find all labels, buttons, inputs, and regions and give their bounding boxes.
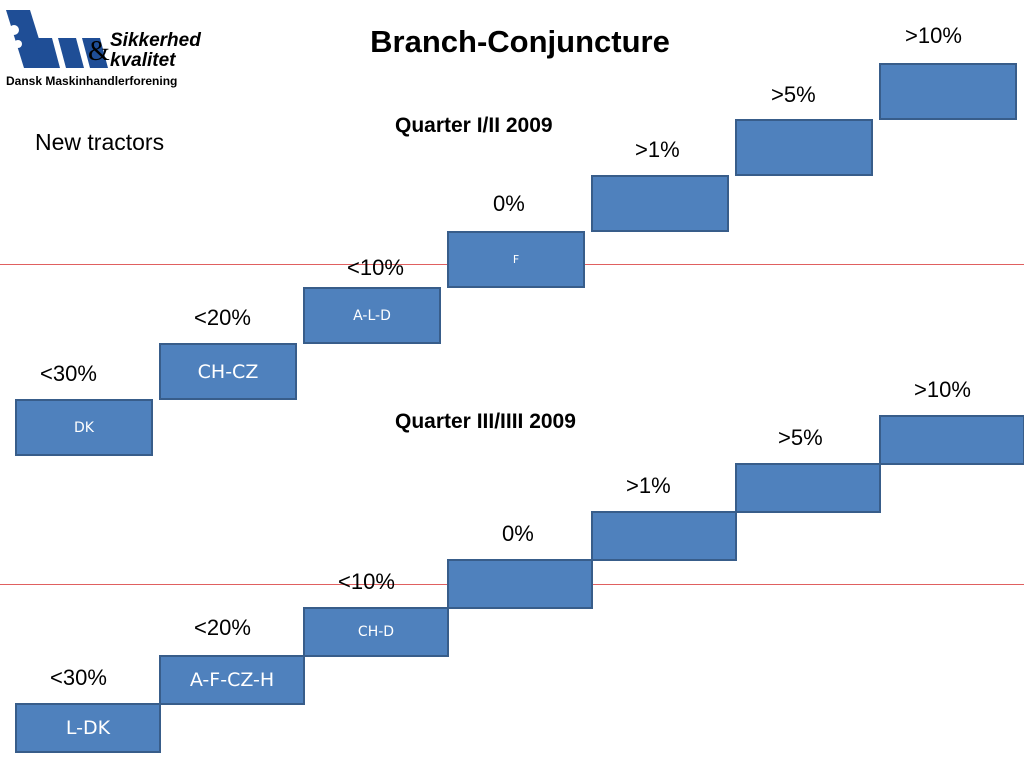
step-box-q1-5 [591,175,729,232]
step-threshold-q2-1: <30% [50,665,107,690]
step-threshold-q1-4: 0% [493,191,525,216]
logo: & Sikkerhed kvalitet Dansk Maskinhandler… [0,0,210,92]
step-countries: CH-D [357,624,395,640]
step-threshold-q1-5: >1% [635,137,680,162]
step-threshold-q2-6: >5% [778,425,823,450]
step-threshold-q2-5: >1% [626,473,671,498]
step-threshold-q1-7: >10% [905,23,962,48]
logo-line2: kvalitet [110,50,176,71]
step-box-q2-6 [735,463,881,513]
step-countries: F [512,253,520,266]
step-box-q2-2: A-F-CZ-H [159,655,305,705]
step-threshold-q1-3: <10% [347,255,404,280]
step-countries: A-F-CZ-H [189,669,275,691]
step-box-q2-3: CH-D [303,607,449,657]
step-box-q1-3: A-L-D [303,287,441,344]
step-threshold-q1-1: <30% [40,361,97,386]
quarter-label-2: Quarter III/IIII 2009 [395,410,576,433]
logo-mark [6,10,108,68]
step-box-q2-1: L-DK [15,703,161,753]
step-threshold-q1-6: >5% [771,82,816,107]
step-countries: A-L-D [353,307,391,324]
step-countries: CH-CZ [197,360,259,383]
step-threshold-q2-4: 0% [502,521,534,546]
logo-ampersand: & [88,36,110,67]
step-threshold-q2-2: <20% [194,615,251,640]
step-threshold-q2-7: >10% [914,377,971,402]
step-countries: DK [74,419,94,436]
step-box-q1-4: F [447,231,585,288]
logo-caption: Dansk Maskinhandlerforening [6,74,178,88]
page-title: Branch-Conjuncture [370,24,670,59]
step-countries: L-DK [65,717,111,739]
step-box-q2-5 [591,511,737,561]
logo-line1: Sikkerhed [110,30,201,51]
step-box-q1-6 [735,119,873,176]
quarter-label-1: Quarter I/II 2009 [395,114,553,137]
step-threshold-q1-2: <20% [194,305,251,330]
step-box-q1-2: CH-CZ [159,343,297,400]
step-box-q1-7 [879,63,1017,120]
step-box-q2-4 [447,559,593,609]
category-label: New tractors [35,129,165,155]
step-box-q1-1: DK [15,399,153,456]
step-threshold-q2-3: <10% [338,569,395,594]
step-box-q2-7 [879,415,1024,465]
